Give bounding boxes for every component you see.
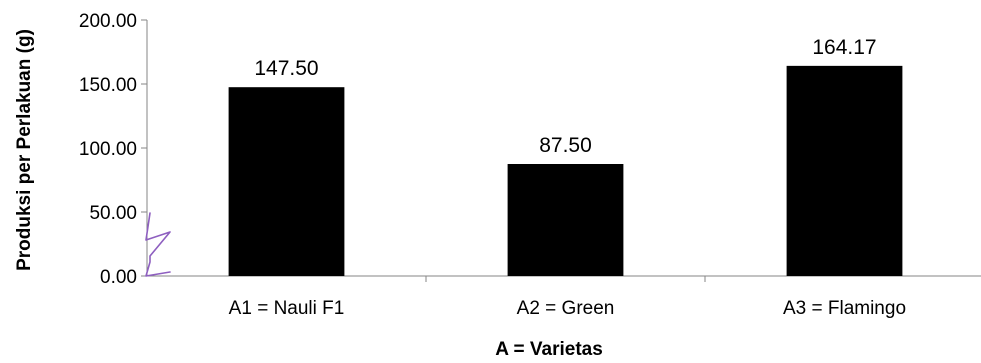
category-label: A1 = Nauli F1 [229, 298, 345, 319]
y-tick-label: 0.00 [100, 267, 137, 288]
bar [228, 87, 345, 276]
data-label: 164.17 [812, 36, 876, 59]
bar [786, 65, 903, 276]
bars [228, 65, 903, 276]
y-axis-title: Produksi per Perlakuan (g) [14, 29, 35, 271]
data-label: 87.50 [539, 134, 592, 157]
category-label: A2 = Green [517, 298, 615, 319]
y-tick-label: 100.00 [79, 139, 137, 160]
x-axis [147, 275, 981, 282]
data-labels: 147.50 87.50 164.17 [254, 36, 876, 157]
handwritten-annotation [145, 212, 171, 277]
x-axis-title: A = Varietas [495, 339, 603, 360]
bar [507, 164, 624, 276]
y-tick-label: 150.00 [79, 75, 137, 96]
data-label: 147.50 [254, 57, 318, 80]
y-tick-label: 200.00 [79, 11, 137, 32]
y-axis: 0.00 50.00 100.00 150.00 200.00 [79, 11, 148, 288]
y-tick-label: 50.00 [89, 203, 137, 224]
category-label: A3 = Flamingo [783, 298, 906, 319]
category-labels: A1 = Nauli F1 A2 = Green A3 = Flamingo [229, 298, 906, 319]
